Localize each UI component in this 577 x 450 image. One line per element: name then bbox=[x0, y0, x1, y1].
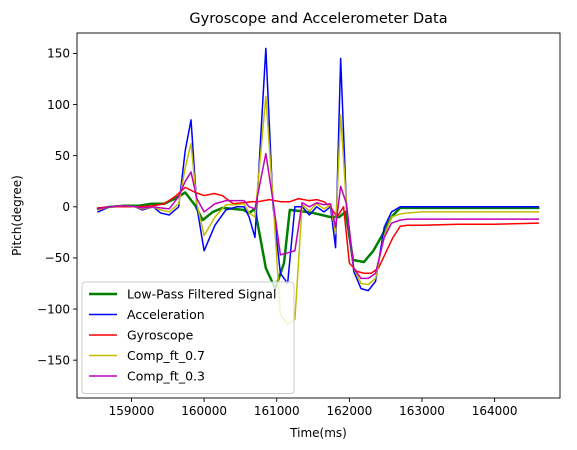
series-line-5 bbox=[97, 152, 539, 280]
chart-title: Gyroscope and Accelerometer Data bbox=[189, 11, 447, 27]
y-tick-label: 50 bbox=[55, 149, 70, 163]
legend-label: Comp_ft_0.3 bbox=[127, 369, 205, 384]
y-tick-label: −150 bbox=[37, 353, 70, 367]
legend-label: Comp_ft_0.7 bbox=[127, 348, 205, 363]
y-tick-label: 100 bbox=[47, 98, 70, 112]
x-tick-label: 161000 bbox=[254, 404, 300, 418]
x-tick-label: 162000 bbox=[326, 404, 372, 418]
x-tick-label: 160000 bbox=[181, 404, 227, 418]
legend: Low-Pass Filtered Signal Acceleration Gyro… bbox=[81, 281, 295, 394]
x-axis-label: Time(ms) bbox=[289, 426, 347, 440]
legend-label: Acceleration bbox=[127, 307, 205, 322]
series-line-3 bbox=[97, 186, 539, 275]
x-tick-label: 164000 bbox=[472, 404, 518, 418]
legend-box bbox=[81, 281, 295, 394]
axis-ticks: 159000 160000 161000 162000 163000 164000 −150… bbox=[37, 47, 518, 418]
x-tick-label: 159000 bbox=[109, 404, 155, 418]
x-tick-label: 163000 bbox=[399, 404, 445, 418]
y-tick-label: −100 bbox=[37, 302, 70, 316]
legend-label: Low-Pass Filtered Signal bbox=[127, 287, 276, 302]
y-tick-label: 0 bbox=[62, 200, 70, 214]
y-tick-label: 150 bbox=[47, 47, 70, 61]
y-axis-label: Pitch(degree) bbox=[10, 175, 24, 256]
series-line-2 bbox=[97, 47, 539, 292]
legend-label: Gyroscope bbox=[127, 328, 194, 343]
axes-frame bbox=[76, 32, 561, 399]
y-tick-label: −50 bbox=[45, 251, 70, 265]
